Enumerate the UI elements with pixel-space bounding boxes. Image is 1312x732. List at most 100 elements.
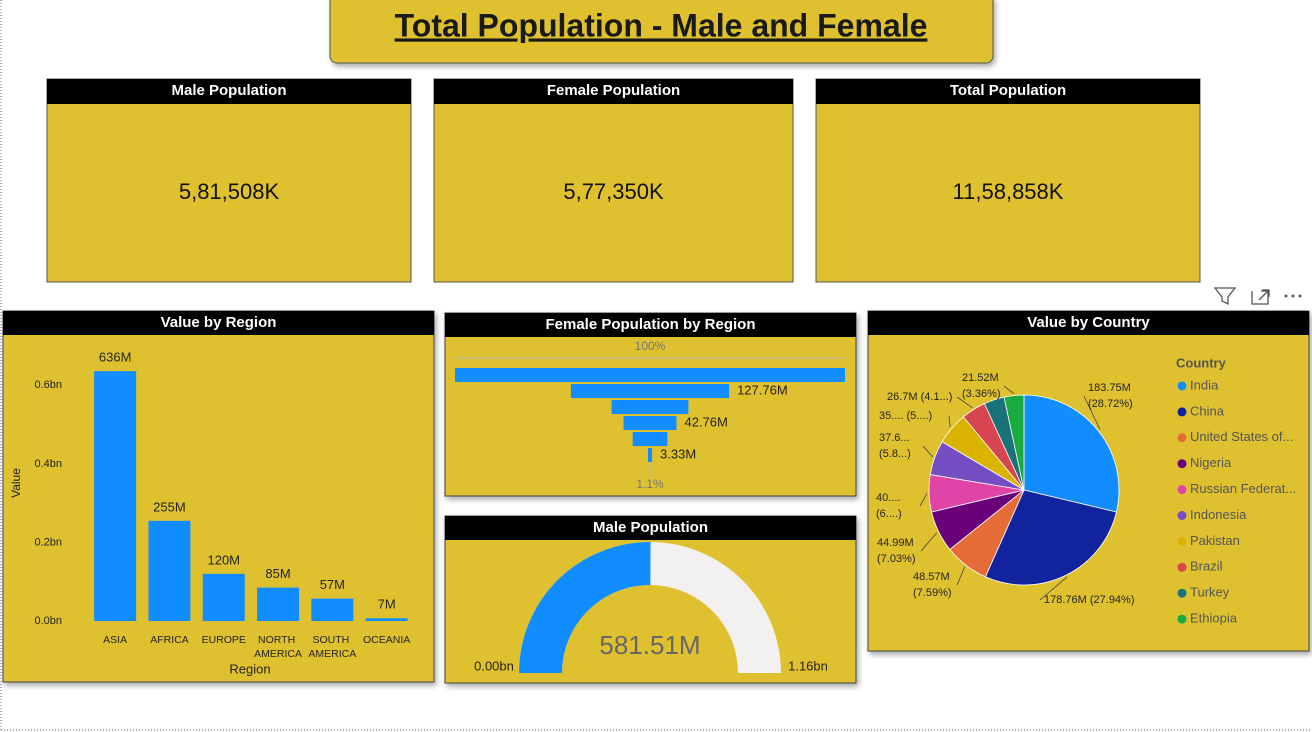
legend-label: China <box>1190 403 1225 418</box>
leader-line <box>1003 385 1015 394</box>
card <box>433 78 794 283</box>
gauge-value <box>519 542 651 673</box>
card-value: 11,58,858K <box>953 179 1064 204</box>
funnel-bar <box>632 432 668 446</box>
x-tick-label: AFRICA <box>150 634 189 646</box>
x-tick-label: NORTH AMERICA <box>254 634 302 660</box>
x-axis-label: Region <box>229 661 270 676</box>
card <box>46 78 412 283</box>
title-box <box>329 0 994 64</box>
legend-marker <box>1177 562 1187 572</box>
filter-icon[interactable] <box>1213 287 1237 306</box>
visual-header <box>445 313 856 337</box>
funnel-bar <box>647 448 653 462</box>
y-tick-label: 0.2bn <box>34 536 62 548</box>
data-label: 127.76M <box>737 382 788 397</box>
leader-line <box>919 493 928 507</box>
visual-toolbar <box>1213 287 1302 306</box>
card-header <box>816 79 1200 104</box>
funnel-bar <box>455 368 845 382</box>
card <box>815 78 1201 283</box>
legend-marker <box>1177 381 1187 391</box>
leader-line <box>948 415 951 428</box>
data-label: 42.76M <box>684 414 727 429</box>
funnel-bar <box>623 416 677 430</box>
card-label: Female Population <box>547 82 680 99</box>
card-value: 5,77,350K <box>563 179 664 204</box>
y-axis-label: Value <box>9 468 23 498</box>
x-tick-label: EUROPE <box>202 634 246 646</box>
legend-label: India <box>1190 377 1219 392</box>
data-label: 40.... (6....) <box>876 492 904 520</box>
data-label: 183.75M (28.72%) <box>1088 382 1134 410</box>
data-label: 44.99M (7.03%) <box>877 537 917 565</box>
legend-label: Brazil <box>1190 559 1223 574</box>
legend-marker <box>1177 459 1187 469</box>
x-tick-label: ASIA <box>103 634 127 646</box>
pie-slice <box>1023 394 1120 513</box>
visual-title: Value by Country <box>1027 314 1150 331</box>
y-tick-label: 0.6bn <box>34 379 62 391</box>
data-label: 26.7M (4.1...) <box>887 391 952 403</box>
legend-label: United States of... <box>1190 429 1293 444</box>
legend-label: Nigeria <box>1190 455 1232 470</box>
focus-mode-icon[interactable] <box>1251 289 1270 305</box>
legend-marker <box>1177 511 1187 520</box>
data-label: 21.52M (3.36%) <box>962 372 1002 400</box>
visual-panel <box>2 310 435 683</box>
more-options-icon[interactable] <box>1284 294 1302 298</box>
data-label: 3.33M <box>660 446 696 461</box>
y-tick-label: 0.0bn <box>34 615 62 627</box>
legend-label: Turkey <box>1190 585 1230 600</box>
pie-slice <box>1003 394 1025 491</box>
data-label: 37.6... (5.8...) <box>879 432 913 460</box>
leader-line <box>1083 395 1101 431</box>
visual-title: Male Population <box>593 519 708 536</box>
data-label: 85M <box>265 566 290 581</box>
legend-title: Country <box>1176 355 1227 370</box>
data-label: 178.76M (27.94%) <box>1044 594 1135 606</box>
gauge-min-label: 0.00bn <box>474 658 514 673</box>
visual-header <box>445 516 856 540</box>
card-label: Male Population <box>171 82 286 99</box>
visual-header <box>3 311 434 335</box>
data-label: 35.... (5....) <box>879 410 932 422</box>
funnel-bar <box>570 384 730 398</box>
card-label: Total Population <box>950 82 1066 99</box>
data-label: 48.57M (7.59%) <box>913 571 953 599</box>
visual-title: Female Population by Region <box>545 316 755 333</box>
leader-line <box>1039 576 1068 601</box>
visual-title: Value by Region <box>161 314 277 331</box>
legend-marker <box>1177 536 1187 546</box>
leader-line <box>920 532 938 552</box>
bar <box>257 587 300 621</box>
gauge-max-label: 1.16bn <box>788 658 828 673</box>
bar <box>311 598 354 621</box>
card-header <box>434 79 793 104</box>
bar <box>365 618 408 621</box>
legend-label: Indonesia <box>1190 507 1247 522</box>
legend-marker <box>1177 407 1187 417</box>
legend-label: Russian Federat... <box>1190 481 1296 496</box>
leader-line <box>922 445 934 458</box>
card-value: 5,81,508K <box>179 179 280 204</box>
legend-marker <box>1177 433 1187 443</box>
data-label: 120M <box>207 552 240 567</box>
data-label: 7M <box>378 597 396 612</box>
legend-marker <box>1177 485 1187 495</box>
data-label: 255M <box>153 499 186 514</box>
funnel-percent-label: 1.1% <box>636 477 664 491</box>
bar <box>94 371 137 621</box>
gauge-value-label: 581.51M <box>599 630 700 660</box>
legend-label: Ethiopia <box>1190 611 1238 626</box>
data-label: 636M <box>99 350 132 365</box>
funnel-bar <box>611 400 689 414</box>
funnel-percent-label: 100% <box>635 339 666 353</box>
legend-marker <box>1177 614 1187 624</box>
page-title: Total Population - Male and Female <box>395 7 928 43</box>
legend-label: Pakistan <box>1190 533 1240 548</box>
pie-slice <box>984 489 1117 586</box>
bar <box>202 573 245 621</box>
